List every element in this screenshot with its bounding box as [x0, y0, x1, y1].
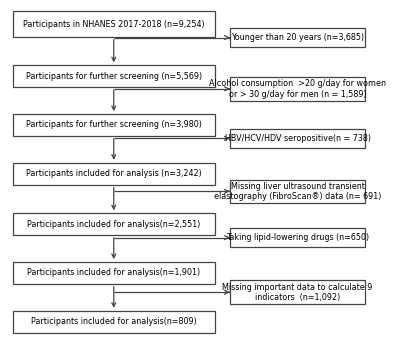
FancyBboxPatch shape	[12, 65, 215, 87]
FancyBboxPatch shape	[12, 163, 215, 185]
Text: Participants in NHANES 2017-2018 (n=9,254): Participants in NHANES 2017-2018 (n=9,25…	[23, 20, 204, 28]
FancyBboxPatch shape	[230, 77, 366, 101]
Text: Participants for further screening (n=3,980): Participants for further screening (n=3,…	[26, 120, 202, 129]
Text: Participants included for analysis(n=809): Participants included for analysis(n=809…	[31, 317, 197, 326]
FancyBboxPatch shape	[12, 262, 215, 284]
Text: Missing liver ultrasound transient
elastography (FibroScan®) data (n= 691): Missing liver ultrasound transient elast…	[214, 182, 381, 201]
FancyBboxPatch shape	[230, 28, 366, 47]
FancyBboxPatch shape	[12, 311, 215, 333]
Text: Participants included for analysis(n=1,901): Participants included for analysis(n=1,9…	[27, 268, 200, 277]
Text: Participants for further screening (n=5,569): Participants for further screening (n=5,…	[26, 72, 202, 81]
Text: Missing important data to calculate 9
indicators  (n=1,092): Missing important data to calculate 9 in…	[222, 282, 373, 302]
FancyBboxPatch shape	[230, 228, 366, 247]
FancyBboxPatch shape	[230, 280, 366, 304]
FancyBboxPatch shape	[230, 129, 366, 148]
Text: HBV/HCV/HDV seropositive(n = 738): HBV/HCV/HDV seropositive(n = 738)	[225, 134, 371, 143]
Text: Participants included for analysis (n=3,242): Participants included for analysis (n=3,…	[26, 169, 202, 178]
FancyBboxPatch shape	[230, 180, 366, 203]
FancyBboxPatch shape	[12, 12, 215, 37]
Text: Taking lipid-lowering drugs (n=650): Taking lipid-lowering drugs (n=650)	[226, 233, 369, 242]
Text: Participants included for analysis(n=2,551): Participants included for analysis(n=2,5…	[27, 220, 200, 228]
FancyBboxPatch shape	[12, 114, 215, 136]
FancyBboxPatch shape	[12, 213, 215, 235]
Text: Alcohol consumption  >20 g/day for women
or > 30 g/day for men (n = 1,589): Alcohol consumption >20 g/day for women …	[209, 79, 386, 99]
Text: Younger than 20 years (n=3,685): Younger than 20 years (n=3,685)	[231, 33, 364, 42]
